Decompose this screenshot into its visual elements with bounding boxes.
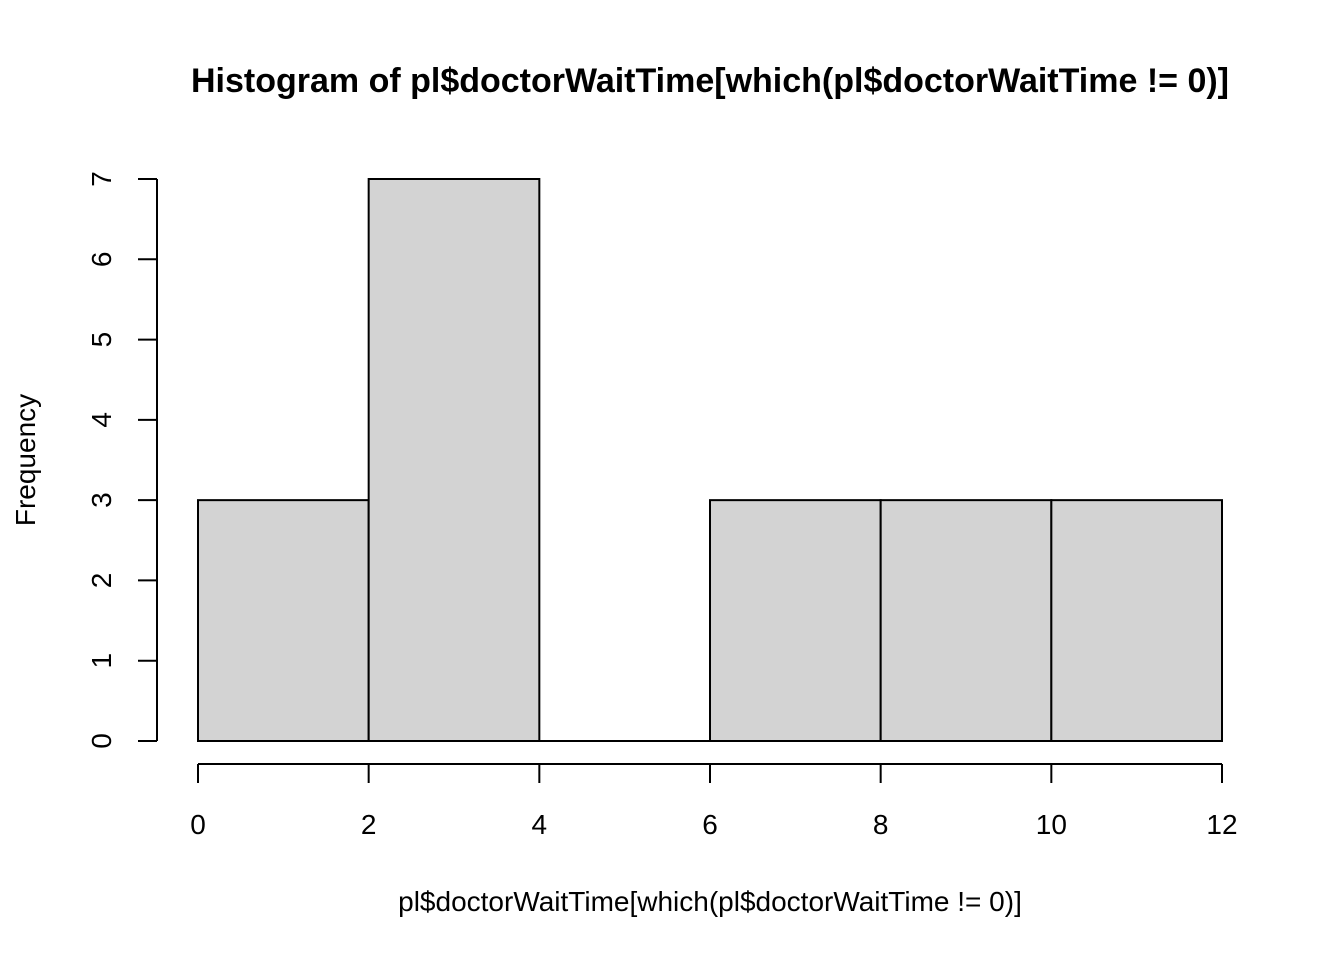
y-tick-label: 6: [86, 251, 117, 267]
chart-title: Histogram of pl$doctorWaitTime[which(pl$…: [191, 62, 1229, 100]
y-tick-label: 2: [86, 573, 117, 589]
y-tick-label: 7: [86, 171, 117, 187]
x-tick-label: 8: [873, 809, 889, 840]
bars-group: [197, 178, 1224, 742]
x-tick-label: 10: [1036, 809, 1067, 840]
x-axis-label: pl$doctorWaitTime[which(pl$doctorWaitTim…: [398, 886, 1022, 917]
histogram-bar: [879, 499, 1053, 742]
x-axis: 0 2 4 6 8 10 12: [190, 763, 1238, 840]
y-tick-label: 0: [86, 733, 117, 749]
x-tick-label: 12: [1206, 809, 1237, 840]
histogram-bar: [1050, 499, 1224, 742]
y-tick-label: 5: [86, 332, 117, 348]
histogram-bar: [367, 178, 541, 742]
y-tick-label: 4: [86, 412, 117, 428]
x-tick-label: 2: [361, 809, 377, 840]
x-tick-label: 0: [190, 809, 206, 840]
y-tick-label: 3: [86, 492, 117, 508]
x-tick-label: 6: [702, 809, 718, 840]
y-axis: 0 1 2 3 4 5 6 7: [86, 171, 158, 749]
y-tick-label: 1: [86, 653, 117, 669]
x-tick-label: 4: [532, 809, 548, 840]
histogram-bar: [197, 499, 370, 742]
y-axis-label: Frequency: [10, 394, 41, 526]
histogram-bar: [709, 499, 882, 742]
